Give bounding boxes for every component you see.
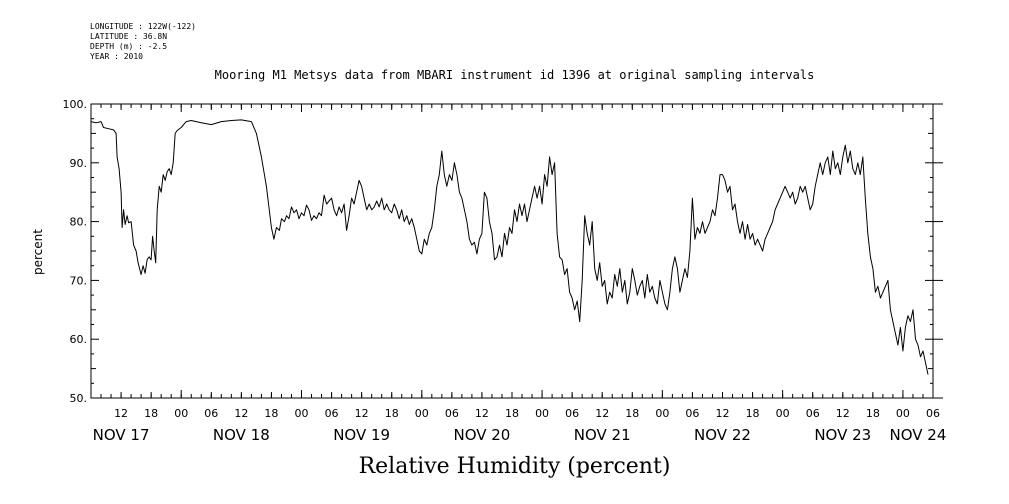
x-tick-label: 18 <box>505 407 519 420</box>
x-tick-label: 18 <box>746 407 760 420</box>
x-tick-label: 18 <box>625 407 639 420</box>
y-tick-label: 90. <box>70 157 88 170</box>
x-tick-label: 06 <box>445 407 459 420</box>
y-tick-label: 100. <box>63 98 88 111</box>
x-day-label: NOV 17 <box>93 426 150 444</box>
meta-depth: DEPTH (m) : -2.5 <box>90 42 168 51</box>
x-tick-label: 06 <box>204 407 218 420</box>
meta-latitude: LATITUDE : 36.8N <box>90 32 168 41</box>
x-tick-label: 18 <box>385 407 399 420</box>
x-axis-title: Relative Humidity (percent) <box>358 454 671 479</box>
y-tick-label: 80. <box>70 216 88 229</box>
y-axis-label: percent <box>31 229 45 275</box>
x-tick-label: 12 <box>355 407 369 420</box>
x-tick-label: 06 <box>806 407 820 420</box>
x-tick-label: 00 <box>655 407 669 420</box>
x-day-label: NOV 20 <box>453 426 510 444</box>
x-tick-label: 00 <box>535 407 549 420</box>
x-tick-label: 00 <box>776 407 790 420</box>
x-tick-label: 12 <box>595 407 609 420</box>
x-day-label: NOV 21 <box>574 426 631 444</box>
plot-frame <box>90 103 934 399</box>
x-tick-label: 12 <box>716 407 730 420</box>
x-tick-label: 12 <box>114 407 128 420</box>
meta-year: YEAR : 2010 <box>90 52 143 61</box>
x-tick-label: 18 <box>144 407 158 420</box>
x-tick-label: 06 <box>926 407 940 420</box>
x-tick-label: 12 <box>234 407 248 420</box>
x-tick-label: 00 <box>415 407 429 420</box>
metadata-block: LONGITUDE : 122W(-122) LATITUDE : 36.8N … <box>90 22 196 62</box>
x-tick-label: 06 <box>325 407 339 420</box>
y-tick-label: 50. <box>70 392 88 405</box>
y-tick-label: 60. <box>70 333 88 346</box>
meta-longitude: LONGITUDE : 122W(-122) <box>90 22 196 31</box>
x-tick-label: 18 <box>264 407 278 420</box>
x-tick-label: 00 <box>295 407 309 420</box>
x-tick-label: 12 <box>836 407 850 420</box>
x-tick-label: 00 <box>174 407 188 420</box>
chart-title: Mooring M1 Metsys data from MBARI instru… <box>214 68 815 82</box>
x-tick-label: 06 <box>565 407 579 420</box>
x-tick-label: 00 <box>896 407 910 420</box>
x-day-label: NOV 22 <box>694 426 751 444</box>
x-day-label: NOV 18 <box>213 426 270 444</box>
x-tick-label: 12 <box>475 407 489 420</box>
x-tick-label: 18 <box>866 407 880 420</box>
series-line <box>90 119 929 375</box>
x-day-label: NOV 19 <box>333 426 390 444</box>
y-tick-label: 70. <box>70 274 88 287</box>
x-tick-label: 06 <box>685 407 699 420</box>
x-day-label: NOV 23 <box>814 426 871 444</box>
x-day-label: NOV 24 <box>890 426 947 444</box>
